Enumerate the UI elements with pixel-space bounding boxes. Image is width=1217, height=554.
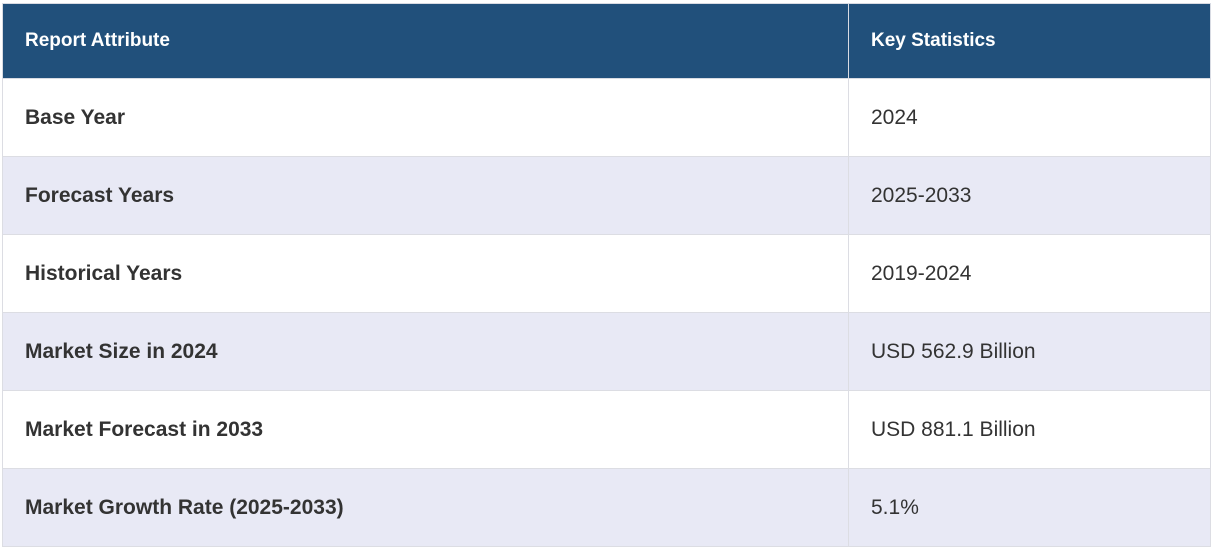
attribute-cell: Base Year [2,78,849,157]
attribute-cell: Forecast Years [2,156,849,235]
table-row: Historical Years 2019-2024 [2,234,1211,313]
table-body: Base Year 2024 Forecast Years 2025-2033 Hist… [2,78,1211,547]
table-container: Report Attribute Key Statistics Base Yea… [2,3,1211,547]
stats-table: Report Attribute Key Statistics Base Yea… [2,3,1211,547]
table-row: Market Forecast in 2033 USD 881.1 Billion [2,390,1211,469]
table-row: Market Growth Rate (2025-2033) 5.1% [2,468,1211,547]
statistic-cell: USD 881.1 Billion [848,390,1211,469]
statistic-cell: 5.1% [848,468,1211,547]
table-header: Report Attribute Key Statistics [2,3,1211,79]
header-cell: Key Statistics [848,3,1211,79]
statistic-cell: USD 562.9 Billion [848,312,1211,391]
statistic-cell: 2024 [848,78,1211,157]
table-row: Forecast Years 2025-2033 [2,156,1211,235]
table-row: Market Size in 2024 USD 562.9 Billion [2,312,1211,391]
statistic-cell: 2025-2033 [848,156,1211,235]
table-row: Base Year 2024 [2,78,1211,157]
attribute-cell: Market Growth Rate (2025-2033) [2,468,849,547]
header-row: Report Attribute Key Statistics [2,3,1211,79]
attribute-cell: Historical Years [2,234,849,313]
header-cell: Report Attribute [2,3,849,79]
attribute-cell: Market Forecast in 2033 [2,390,849,469]
attribute-cell: Market Size in 2024 [2,312,849,391]
statistic-cell: 2019-2024 [848,234,1211,313]
